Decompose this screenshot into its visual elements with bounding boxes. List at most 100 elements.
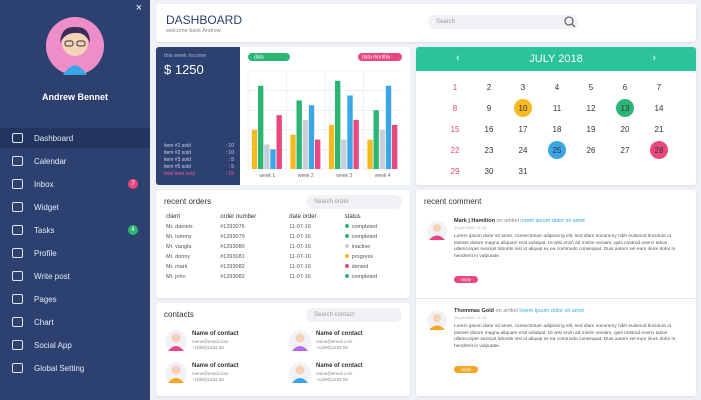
calendar-day[interactable]: 14 xyxy=(654,103,664,113)
item-label: item #3 sold xyxy=(164,157,191,163)
menu-label: Pages xyxy=(34,294,57,304)
bar xyxy=(258,85,264,169)
calendar-day[interactable]: 13 xyxy=(616,99,634,117)
menu-icon xyxy=(12,271,23,281)
menu-label: Global Setting xyxy=(34,363,85,373)
item-label: total item sold xyxy=(164,171,195,177)
calendar-day[interactable]: 1 xyxy=(452,82,458,92)
comment-body: Lorem ipsum dolor sit amet, consectetuer… xyxy=(454,324,676,349)
cell-text: 11-07-16 xyxy=(289,224,311,230)
bar-chart: data data monthly week 1 week 2 week 3 week 4 xyxy=(240,47,410,185)
contact-email: name@email.com xyxy=(316,339,353,344)
calendar-day[interactable]: 26 xyxy=(586,145,596,155)
calendar-day[interactable]: 10 xyxy=(514,99,532,117)
calendar-day[interactable]: 16 xyxy=(484,124,494,134)
cell-text: #1293081 xyxy=(220,254,245,260)
calendar-day[interactable]: 18 xyxy=(552,124,562,134)
calendar-day[interactable]: 3 xyxy=(520,82,526,92)
calendar-month: JULY 2018 xyxy=(529,53,583,65)
menu-item[interactable]: Pages xyxy=(0,289,150,309)
status-dot xyxy=(344,234,349,238)
calendar-day[interactable]: 30 xyxy=(484,166,494,176)
reply-button[interactable]: reply xyxy=(454,366,478,373)
contact-name: Name of contact xyxy=(192,331,239,337)
calendar-day[interactable]: 17 xyxy=(518,124,528,134)
calendar-day[interactable]: 25 xyxy=(548,141,566,159)
calendar-day[interactable]: 21 xyxy=(654,124,664,134)
calendar-day[interactable]: 15 xyxy=(450,124,460,134)
calendar-day[interactable]: 29 xyxy=(450,166,460,176)
calendar-day[interactable]: 23 xyxy=(484,145,494,155)
subtitle: welcome back Andrew xyxy=(166,28,221,34)
menu-item[interactable]: Dashboard xyxy=(0,128,150,148)
income-panel: this week income $ 1250 item #1 sold: 10… xyxy=(156,47,410,185)
menu-item[interactable]: Write post xyxy=(0,266,150,286)
avatar-head xyxy=(433,314,441,322)
item-value: : 15 xyxy=(225,171,234,177)
contact-email: name@email.com xyxy=(192,339,229,344)
calendar-day[interactable]: 11 xyxy=(552,103,562,113)
menu-item[interactable]: Inbox 7 xyxy=(0,174,150,194)
menu-item[interactable]: Calendar xyxy=(0,151,150,171)
contact-search[interactable]: Search contact xyxy=(306,308,402,322)
item-value: : 5 xyxy=(228,157,234,163)
menu-icon xyxy=(12,248,23,258)
calendar-day[interactable]: 31 xyxy=(518,166,528,176)
comment-article[interactable]: lorem ipsum dolor sit amet xyxy=(519,308,584,314)
reply-button[interactable]: reply xyxy=(454,276,478,283)
calendar-day[interactable]: 20 xyxy=(620,124,630,134)
contact-email: name@email.com xyxy=(192,371,229,376)
calendar-day[interactable]: 5 xyxy=(588,82,594,92)
avatar-body xyxy=(168,346,184,351)
menu-label: Inbox xyxy=(34,179,54,189)
x-tick-label: week 2 xyxy=(298,173,314,179)
bar xyxy=(328,124,335,169)
calendar-day[interactable]: 28 xyxy=(650,141,668,159)
calendar-day[interactable]: 12 xyxy=(586,103,596,113)
cell-text: Mr. donny xyxy=(166,254,191,260)
table-header: client order number date order status xyxy=(162,212,404,222)
order-search[interactable]: Search order xyxy=(306,195,402,209)
menu-item[interactable]: Widget xyxy=(0,197,150,217)
search-icon[interactable] xyxy=(564,16,576,28)
sidebar: × Andrew Bennet Dashboard Calendar Inbox 7 W… xyxy=(0,0,150,400)
comment-article[interactable]: lorem ipsum dolor sit amet xyxy=(520,218,585,224)
calendar-day[interactable]: 6 xyxy=(622,82,628,92)
menu-badge: 4 xyxy=(128,225,138,235)
order-row: Mr. mark #1293082 11-07-16 denied xyxy=(162,262,404,272)
calendar-day[interactable]: 24 xyxy=(518,145,528,155)
menu-item[interactable]: Tasks 4 xyxy=(0,220,150,240)
next-month[interactable]: › xyxy=(652,52,656,64)
menu-item[interactable]: Profile xyxy=(0,243,150,263)
calendar-day[interactable]: 27 xyxy=(620,145,630,155)
search-placeholder: Search order xyxy=(314,199,349,205)
order-cell: 11-07-16 xyxy=(285,272,340,282)
calendar-day[interactable]: 9 xyxy=(486,103,492,113)
bar xyxy=(270,149,276,169)
calendar-day[interactable]: 2 xyxy=(486,82,492,92)
calendar-day[interactable]: 8 xyxy=(452,103,458,113)
menu-label: Write post xyxy=(34,271,70,281)
legend-pill xyxy=(248,53,290,61)
cell-text: 11-07-16 xyxy=(289,254,311,260)
contact-phone: +1(890)1234 56 xyxy=(192,345,224,350)
order-cell: Mr. donny xyxy=(162,252,216,262)
calendar-day[interactable]: 19 xyxy=(586,124,596,134)
menu-item[interactable]: Social App xyxy=(0,335,150,355)
bar xyxy=(276,115,282,169)
menu-item[interactable]: Chart xyxy=(0,312,150,332)
comment-avatar xyxy=(427,311,447,331)
item-label: item #1 sold xyxy=(164,143,191,149)
close-button[interactable]: × xyxy=(135,2,142,14)
order-row: Mr. john #1293082 11-07-16 completed xyxy=(162,272,404,282)
search-box[interactable]: Search xyxy=(428,15,578,29)
contact-phone: +1(890)1234 56 xyxy=(192,377,224,382)
bar xyxy=(302,120,309,169)
calendar-day[interactable]: 7 xyxy=(656,82,662,92)
prev-month[interactable]: ‹ xyxy=(456,52,460,64)
order-cell: denied xyxy=(341,262,404,272)
comment-author: Mark j Hamilton xyxy=(454,218,495,224)
calendar-day[interactable]: 4 xyxy=(554,82,560,92)
calendar-day[interactable]: 22 xyxy=(450,145,460,155)
menu-item[interactable]: Global Setting xyxy=(0,358,150,378)
